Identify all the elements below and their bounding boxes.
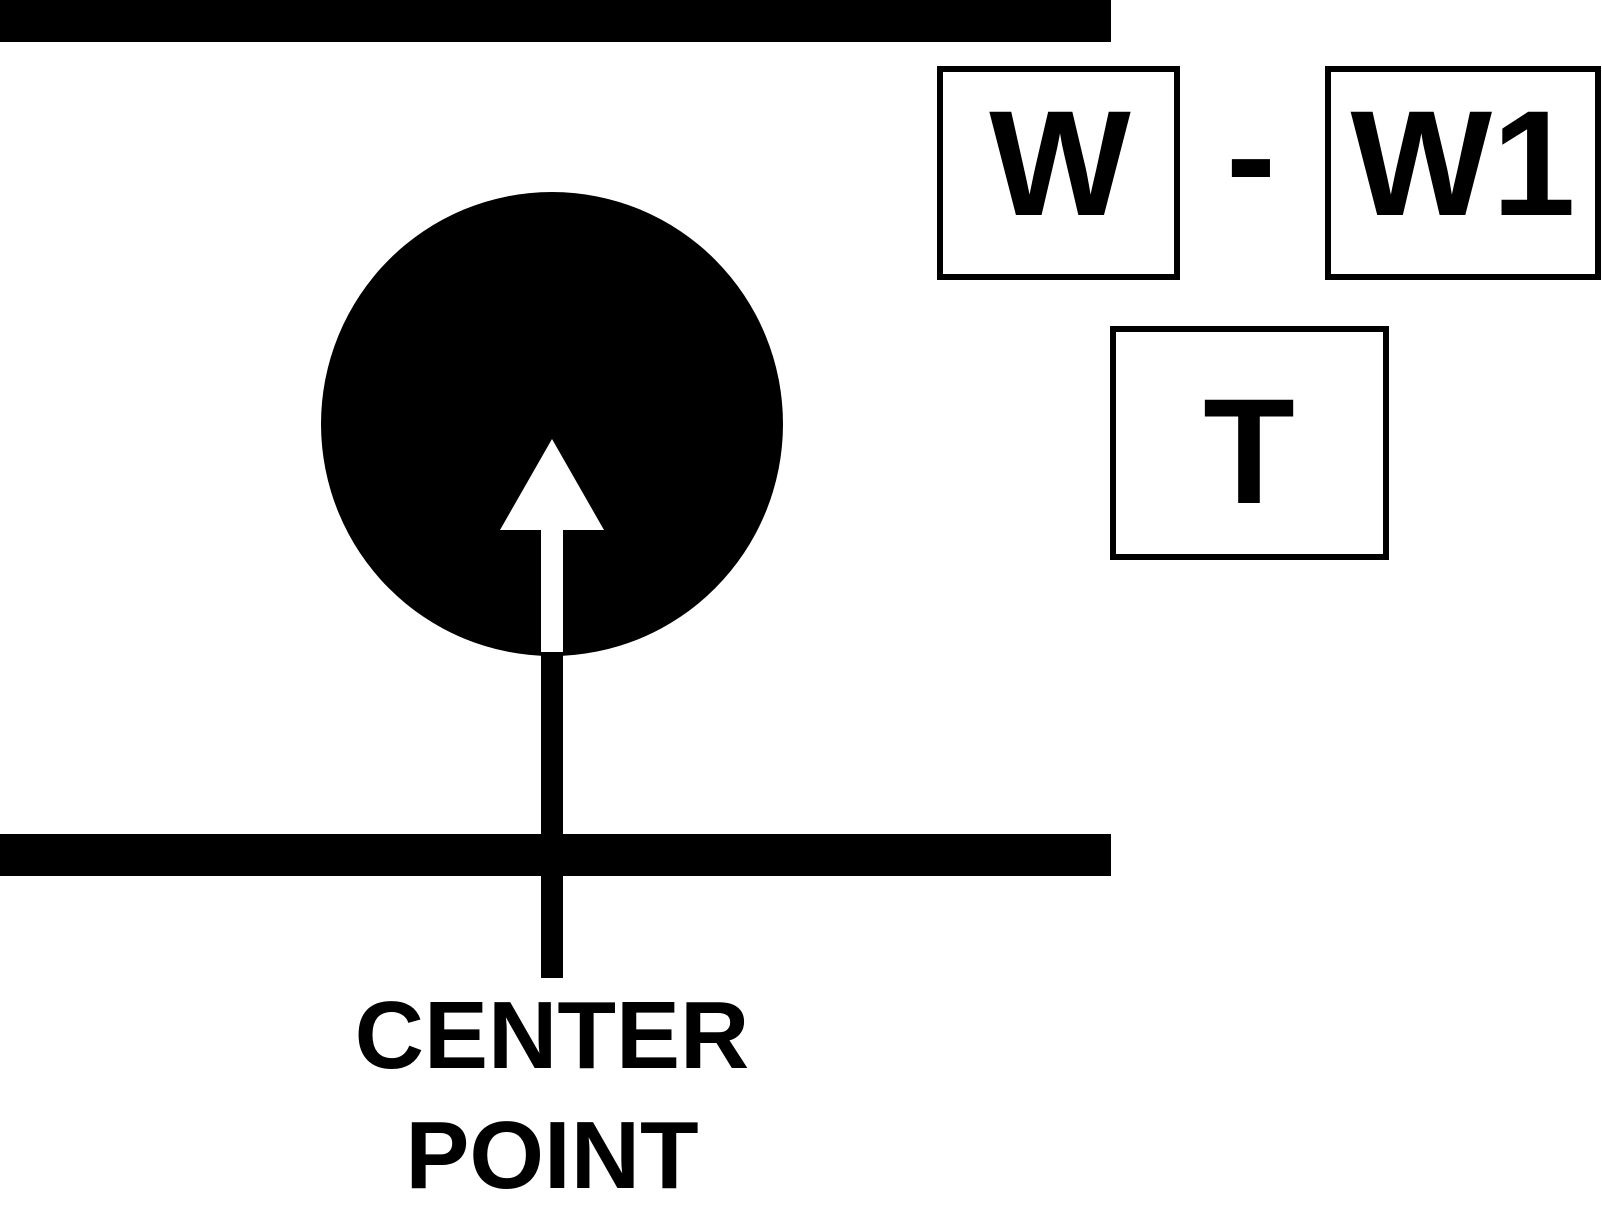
box-t: [1110, 326, 1389, 560]
arrow-shaft-outside: [541, 652, 563, 978]
arrow-shaft-inside: [541, 530, 563, 652]
filled-circle-marker: [321, 192, 783, 656]
box-w-label: W: [989, 79, 1131, 247]
center-point-label-line1: CENTER: [355, 982, 750, 1089]
box-w1-label: W1: [1351, 79, 1576, 247]
center-point-label-line2: POINT: [405, 1102, 698, 1209]
box-w1: [1325, 66, 1601, 280]
box-w: [937, 66, 1180, 280]
top-reference-line: [0, 0, 1111, 42]
dash-separator: -: [1226, 71, 1276, 239]
box-t-label: T: [1203, 367, 1295, 535]
up-arrow-icon: [500, 439, 604, 530]
